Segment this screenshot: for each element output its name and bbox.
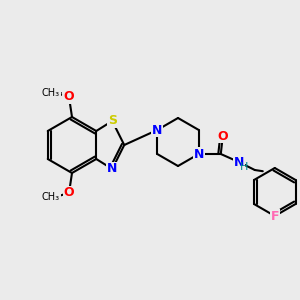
Text: N: N — [194, 148, 204, 160]
Text: CH₃: CH₃ — [43, 88, 63, 98]
Text: F: F — [271, 209, 279, 223]
Text: N: N — [107, 163, 117, 176]
Text: N: N — [234, 155, 244, 169]
Text: CH₃: CH₃ — [42, 192, 60, 202]
Text: CH₃: CH₃ — [42, 88, 60, 98]
Text: O: O — [64, 187, 74, 200]
Text: S: S — [108, 115, 117, 128]
Text: N: N — [152, 124, 162, 136]
Text: H: H — [240, 162, 248, 172]
Text: O: O — [218, 130, 228, 142]
Text: O: O — [64, 91, 74, 103]
